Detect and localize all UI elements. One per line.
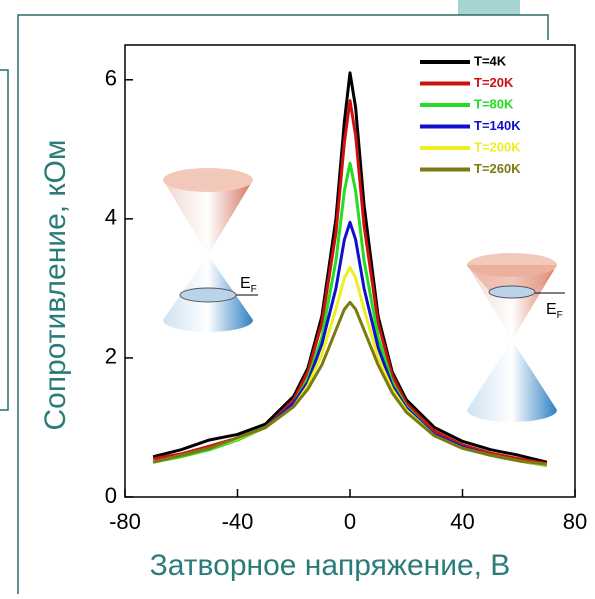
- fermi-sub: F: [251, 284, 257, 295]
- fermi-sub: F: [557, 310, 563, 321]
- x-tick-label: -80: [109, 509, 141, 534]
- series-line: [152, 300, 548, 466]
- legend-label: T=140K: [474, 118, 521, 133]
- y-axis-label: Сопротивление, кОм: [39, 139, 72, 430]
- y-tick-label: 2: [105, 344, 117, 369]
- slide-frame: [17, 14, 549, 594]
- legend-label: T=20K: [474, 75, 514, 90]
- legend-label: T=80K: [474, 96, 514, 111]
- legend-label: T=260K: [474, 161, 521, 176]
- y-tick-label: 6: [105, 66, 117, 91]
- dirac-cone-left: [163, 168, 258, 332]
- x-tick-label: 40: [450, 509, 474, 534]
- y-tick-label: 4: [105, 205, 117, 230]
- y-tick-label: 0: [105, 483, 117, 508]
- slide-bracket: [0, 69, 9, 411]
- fermi-label: EF: [546, 301, 563, 320]
- series-line: [152, 71, 548, 464]
- x-tick-label: 80: [563, 509, 587, 534]
- x-tick-label: -40: [222, 509, 254, 534]
- fermi-label: EF: [240, 275, 257, 294]
- fermi-e: E: [240, 275, 251, 292]
- dirac-cone-right: [467, 253, 565, 422]
- fermi-e: E: [546, 301, 557, 318]
- legend-label: T=4K: [474, 53, 507, 68]
- slide-tab: [458, 0, 520, 15]
- x-tick-label: 0: [344, 509, 356, 534]
- x-axis-label: Затворное напряжение, В: [150, 549, 511, 582]
- legend-label: T=200K: [474, 139, 521, 154]
